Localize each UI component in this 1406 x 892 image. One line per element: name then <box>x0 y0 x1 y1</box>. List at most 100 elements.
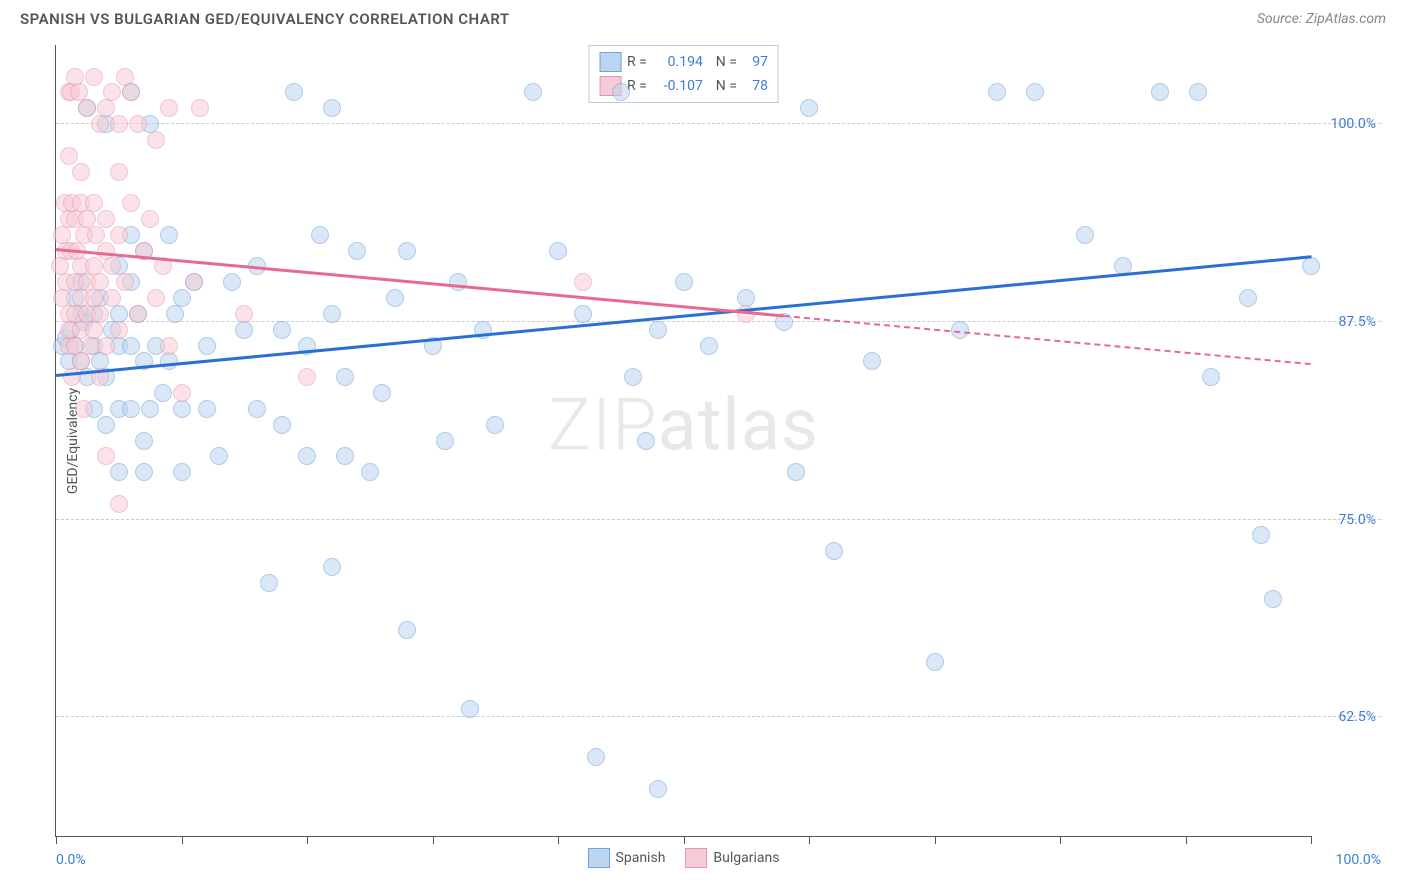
data-point <box>147 289 165 307</box>
data-point <box>1151 83 1169 101</box>
data-point <box>103 83 121 101</box>
data-point <box>91 273 109 291</box>
data-point <box>173 384 191 402</box>
x-tick <box>1311 836 1312 844</box>
gridline <box>56 519 1381 520</box>
data-point <box>110 321 128 339</box>
data-point <box>110 463 128 481</box>
data-point <box>97 447 115 465</box>
data-point <box>323 558 341 576</box>
x-axis-min-label: 0.0% <box>56 852 86 868</box>
chart-header: SPANISH VS BULGARIAN GED/EQUIVALENCY COR… <box>0 0 1406 33</box>
data-point <box>298 447 316 465</box>
legend-series: Spanish Bulgarians <box>588 848 780 868</box>
x-tick <box>56 836 57 844</box>
watermark-atlas: atlas <box>658 382 820 467</box>
legend-N-value: 97 <box>743 54 768 70</box>
data-point <box>75 400 93 418</box>
data-point <box>1202 368 1220 386</box>
legend-label: Bulgarians <box>713 850 779 866</box>
data-point <box>336 368 354 386</box>
x-tick <box>1186 836 1187 844</box>
data-point <box>348 242 366 260</box>
gridline <box>56 716 1381 717</box>
data-point <box>825 542 843 560</box>
data-point <box>285 83 303 101</box>
data-point <box>787 463 805 481</box>
data-point <box>160 337 178 355</box>
legend-label: Spanish <box>616 850 666 866</box>
legend-R-value: -0.107 <box>653 78 703 94</box>
data-point <box>141 400 159 418</box>
data-point <box>637 432 655 450</box>
data-point <box>260 574 278 592</box>
y-tick-label: 75.0% <box>1338 512 1376 528</box>
data-point <box>173 463 191 481</box>
data-point <box>800 99 818 117</box>
chart-title: SPANISH VS BULGARIAN GED/EQUIVALENCY COR… <box>20 10 510 28</box>
data-point <box>122 400 140 418</box>
y-tick-label: 100.0% <box>1331 116 1376 132</box>
y-tick-label: 62.5% <box>1338 709 1376 725</box>
legend-R-label: R = <box>627 54 647 70</box>
data-point <box>85 194 103 212</box>
data-point <box>1189 83 1207 101</box>
data-point <box>191 99 209 117</box>
data-point <box>398 621 416 639</box>
data-point <box>129 115 147 133</box>
data-point <box>198 337 216 355</box>
data-point <box>549 242 567 260</box>
data-point <box>574 273 592 291</box>
legend-swatch <box>588 848 610 868</box>
data-point <box>103 257 121 275</box>
legend-swatch <box>599 52 621 72</box>
data-point <box>235 305 253 323</box>
data-point <box>336 447 354 465</box>
data-point <box>110 226 128 244</box>
data-point <box>78 99 96 117</box>
data-point <box>988 83 1006 101</box>
data-point <box>154 384 172 402</box>
data-point <box>60 147 78 165</box>
data-point <box>97 210 115 228</box>
data-point <box>311 226 329 244</box>
data-point <box>574 305 592 323</box>
data-point <box>323 305 341 323</box>
data-point <box>97 416 115 434</box>
data-point <box>135 432 153 450</box>
plot-region: ZIPatlas R =0.194 N =97R =-0.107 N =78 0… <box>55 45 1311 837</box>
data-point <box>72 163 90 181</box>
legend-R-label: R = <box>627 78 647 94</box>
data-point <box>486 416 504 434</box>
data-point <box>135 463 153 481</box>
data-point <box>110 495 128 513</box>
data-point <box>97 99 115 117</box>
gridline <box>56 321 1381 322</box>
legend-item: Spanish <box>588 848 666 868</box>
data-point <box>1264 590 1282 608</box>
data-point <box>1026 83 1044 101</box>
data-point <box>235 321 253 339</box>
data-point <box>129 305 147 323</box>
data-point <box>122 83 140 101</box>
legend-R-value: 0.194 <box>653 54 703 70</box>
legend-item: Bulgarians <box>685 848 779 868</box>
data-point <box>198 400 216 418</box>
data-point <box>223 273 241 291</box>
data-point <box>91 115 109 133</box>
data-point <box>361 463 379 481</box>
data-point <box>85 321 103 339</box>
data-point <box>248 400 266 418</box>
data-point <box>210 447 228 465</box>
data-point <box>273 416 291 434</box>
data-point <box>97 337 115 355</box>
data-point <box>449 273 467 291</box>
data-point <box>700 337 718 355</box>
legend-N-label: N = <box>709 78 737 94</box>
x-tick <box>935 836 936 844</box>
data-point <box>122 194 140 212</box>
data-point <box>110 163 128 181</box>
data-point <box>436 432 454 450</box>
x-tick <box>182 836 183 844</box>
data-point <box>1252 526 1270 544</box>
